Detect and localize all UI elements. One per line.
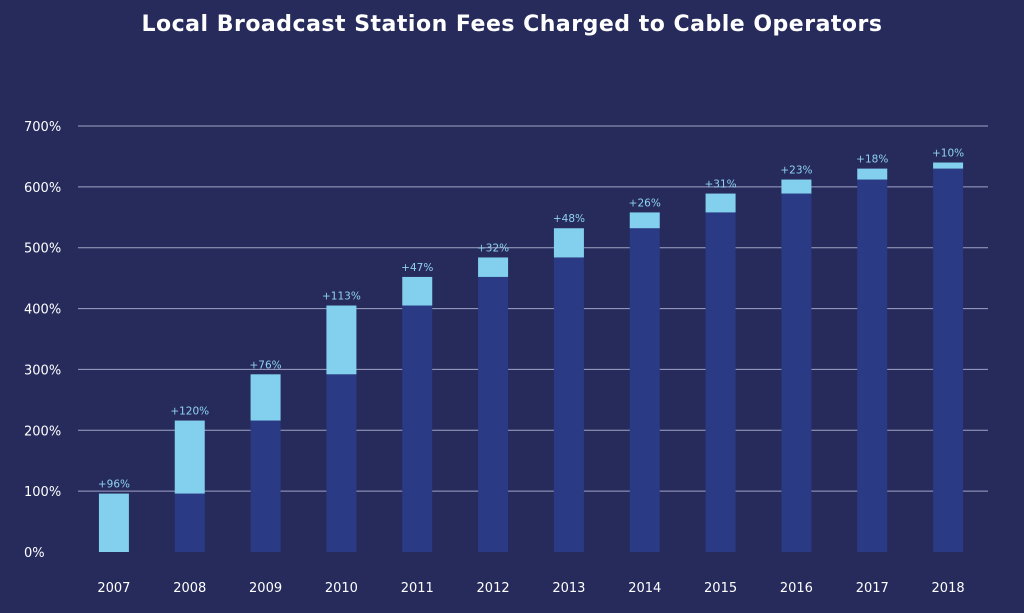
bar-base-2014 [629,228,660,553]
increase-label-2012: +32% [477,242,509,254]
bar-increase-2007 [98,493,129,552]
increase-label-2014: +26% [629,197,661,209]
increase-label-2008: +120% [170,406,209,418]
x-tick-label-2014: 2014 [628,581,661,596]
x-tick-label-2017: 2017 [856,581,889,596]
x-tick-label-2011: 2011 [401,581,434,596]
bar-increase-2011 [402,276,433,306]
y-tick-label: 0% [24,546,45,561]
bar-increase-2018 [933,162,964,169]
increase-label-2015: +31% [705,179,737,191]
bar-increase-2010 [326,305,357,375]
bar-base-2009 [250,420,281,552]
bar-increase-2012 [478,257,509,277]
increase-label-2007: +96% [98,479,130,491]
x-tick-label-2009: 2009 [249,581,282,596]
increase-label-2016: +23% [780,165,812,177]
bar-base-2008 [174,493,205,552]
bar-base-2018 [933,168,964,552]
x-tick-label-2007: 2007 [97,581,130,596]
x-tick-label-2012: 2012 [477,581,510,596]
bar-increase-2014 [629,212,660,229]
bar-increase-2016 [781,179,812,194]
x-tick-label-2013: 2013 [552,581,585,596]
bar-base-2011 [402,305,433,552]
y-tick-label: 500% [24,242,61,257]
bar-increase-2017 [857,168,888,180]
y-tick-label: 100% [24,485,61,500]
increase-label-2017: +18% [856,154,888,166]
bar-increase-2009 [250,374,281,421]
bar-base-2012 [478,276,509,552]
x-tick-label-2008: 2008 [173,581,206,596]
increase-label-2009: +76% [250,359,282,371]
y-tick-label: 200% [24,424,61,439]
bar-increase-2015 [705,193,736,213]
x-tick-label-2015: 2015 [704,581,737,596]
y-tick-label: 700% [24,120,61,135]
y-tick-label: 300% [24,363,61,378]
increase-label-2011: +47% [401,262,433,274]
bar-base-2016 [781,193,812,552]
y-tick-label: 400% [24,303,61,318]
bar-base-2013 [553,257,584,552]
y-tick-label: 600% [24,181,61,196]
x-tick-label-2016: 2016 [780,581,813,596]
bar-base-2015 [705,212,736,552]
x-tick-label-2018: 2018 [932,581,965,596]
increase-label-2018: +10% [932,148,964,160]
chart-title: Local Broadcast Station Fees Charged to … [141,12,883,37]
bar-base-2017 [857,179,888,552]
bar-base-2010 [326,374,357,552]
x-tick-label-2010: 2010 [325,581,358,596]
increase-label-2010: +113% [322,291,361,303]
increase-label-2013: +48% [553,213,585,225]
bar-increase-2008 [174,420,205,494]
bar-increase-2013 [553,228,584,258]
